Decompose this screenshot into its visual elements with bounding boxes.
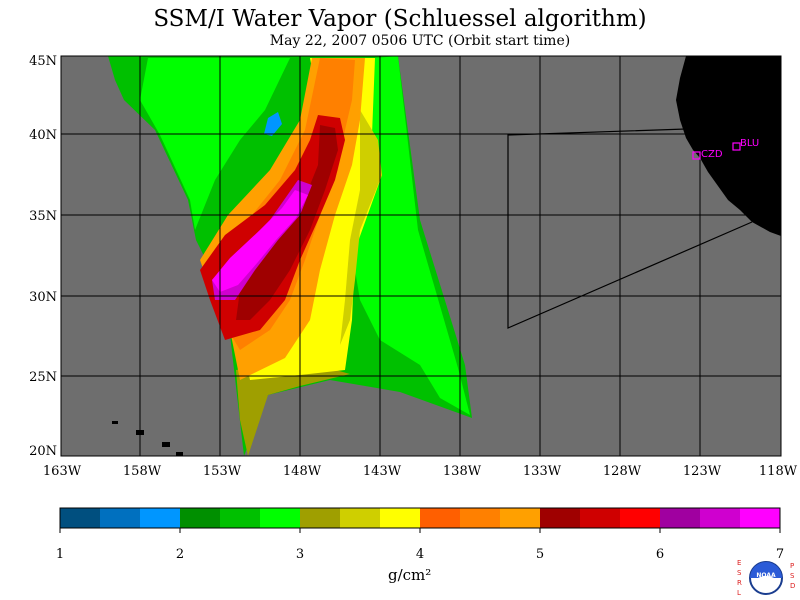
lon-label-148w: 148W — [283, 464, 322, 479]
lon-label-153w: 153W — [203, 464, 242, 479]
lon-labels: 163W 158W 153W 148W 143W 138W 133W 128W … — [43, 464, 798, 479]
colorbar-swatch — [700, 508, 741, 528]
island-4 — [176, 452, 183, 456]
lon-label-133w: 133W — [523, 464, 562, 479]
station-label-czd: CZD — [701, 149, 723, 160]
lon-label-138w: 138W — [443, 464, 482, 479]
colorbar-units: g/cm² — [388, 566, 432, 584]
colorbar-tick-label: 1 — [56, 547, 64, 562]
logo-letter-e: E — [737, 559, 741, 567]
station-label-blu: BLU — [740, 138, 759, 149]
logo-letter-s2: S — [790, 572, 795, 580]
lat-grid — [61, 133, 781, 377]
lon-label-123w: 123W — [683, 464, 722, 479]
map-subtitle: May 22, 2007 0506 UTC (Orbit start time) — [269, 33, 571, 49]
lon-label-143w: 143W — [363, 464, 402, 479]
noaa-logo: NOAA E S R L P S D — [734, 556, 798, 600]
colorbar-swatch — [140, 508, 181, 528]
lat-label-45n: 45N — [29, 54, 57, 69]
colorbar-swatch — [220, 508, 261, 528]
logo-letter-s: S — [737, 569, 742, 577]
lon-label-158w: 158W — [123, 464, 162, 479]
lat-label-40n: 40N — [29, 128, 57, 143]
station-marker-czd — [692, 151, 701, 160]
lat-label-25n: 25N — [29, 370, 57, 385]
colorbar-swatch — [340, 508, 381, 528]
colorbar-tick-label: 5 — [536, 547, 544, 562]
colorbar-swatch — [100, 508, 141, 528]
swath-light-yellow — [340, 110, 382, 345]
lon-grid — [139, 56, 701, 456]
colorbar-swatch — [60, 508, 101, 528]
lon-label-118w: 118W — [759, 464, 798, 479]
swath-dark-red — [236, 125, 338, 320]
swath-olive — [236, 360, 350, 456]
lat-labels: 45N 40N 35N 30N 25N 20N — [29, 54, 57, 459]
swath-bright-green — [140, 58, 290, 230]
colorbar-tick-label: 2 — [176, 547, 184, 562]
colorbar-swatch — [740, 508, 781, 528]
colorbar-swatch — [660, 508, 701, 528]
logo-letter-p: P — [790, 562, 794, 570]
island-3 — [162, 442, 170, 447]
colorbar — [60, 508, 781, 528]
colorbar-ticks: 1 2 3 4 5 6 7 — [56, 528, 784, 562]
logo-letter-d: D — [790, 582, 795, 590]
colorbar-tick-label: 3 — [296, 547, 304, 562]
colorbar-swatch — [540, 508, 581, 528]
colorbar-swatch — [460, 508, 501, 528]
noaa-logo-graphic: NOAA E S R L P S D — [737, 559, 795, 597]
colorbar-swatch — [420, 508, 461, 528]
coverage-boundary — [507, 128, 753, 329]
colorbar-swatch — [260, 508, 301, 528]
map-frame — [60, 55, 782, 457]
lon-label-163w: 163W — [43, 464, 82, 479]
lat-label-35n: 35N — [29, 209, 57, 224]
colorbar-tick-label: 6 — [656, 547, 664, 562]
colorbar-swatch — [500, 508, 541, 528]
colorbar-swatch — [620, 508, 661, 528]
map-title: SSM/I Water Vapor (Schluessel algorithm) — [153, 6, 647, 32]
island-1 — [112, 421, 118, 424]
noaa-logo-text: NOAA — [756, 572, 776, 579]
colorbar-swatch — [580, 508, 621, 528]
colorbar-tick-label: 7 — [776, 547, 784, 562]
colorbar-tick-label: 4 — [416, 547, 424, 562]
colorbar-swatch — [380, 508, 421, 528]
land-north-america — [676, 56, 781, 236]
lat-label-30n: 30N — [29, 290, 57, 305]
lon-label-128w: 128W — [603, 464, 642, 479]
logo-letter-l: L — [737, 589, 741, 597]
swath-blue-spot — [264, 112, 282, 136]
colorbar-swatch — [300, 508, 341, 528]
colorbar-swatch — [180, 508, 221, 528]
station-marker-blu — [732, 142, 741, 151]
logo-letter-r: R — [737, 579, 742, 587]
lat-label-20n: 20N — [29, 444, 57, 459]
